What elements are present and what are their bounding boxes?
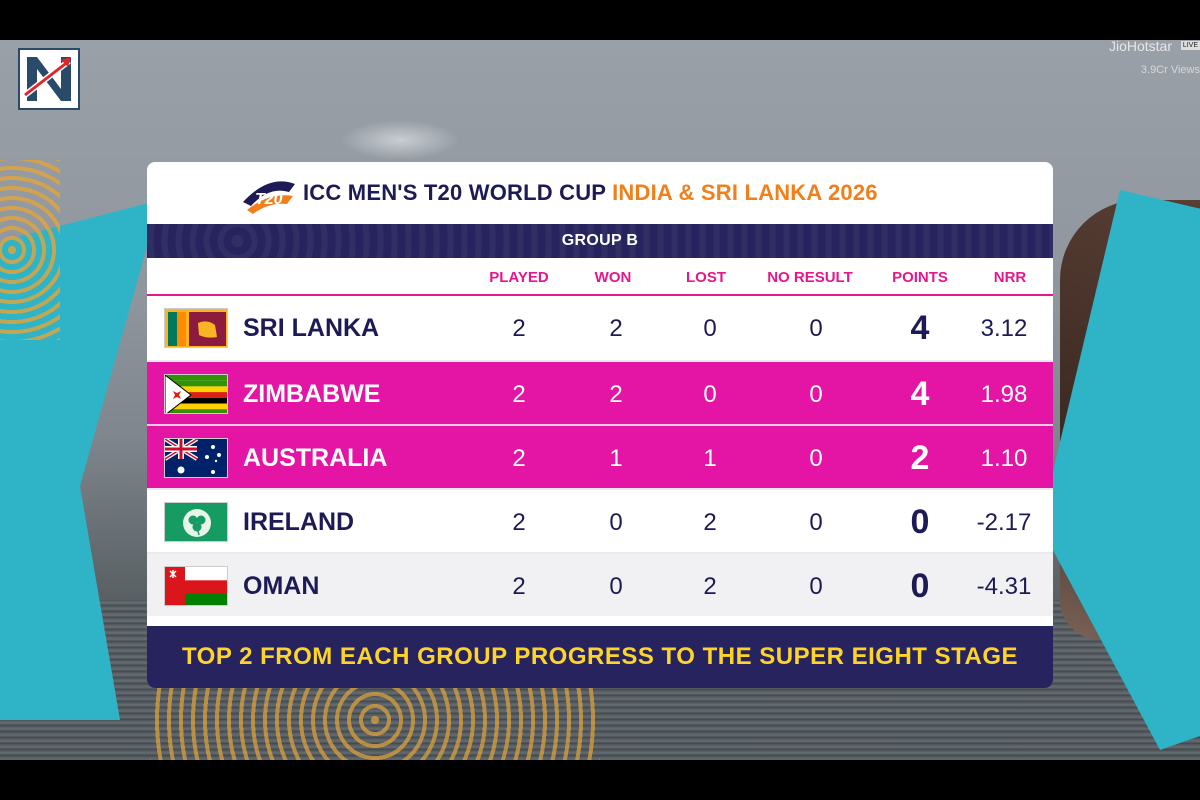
no-result-cell: 0 xyxy=(809,315,823,342)
nrr-cell: -2.17 xyxy=(976,509,1032,536)
ireland-flag-icon xyxy=(164,502,228,542)
team-name: SRI LANKA xyxy=(243,314,380,342)
lost-cell: 0 xyxy=(703,381,717,408)
no-result-cell: 0 xyxy=(809,381,823,408)
no-result-cell: 0 xyxy=(809,445,823,472)
t20-logo-icon: T20 xyxy=(243,181,295,214)
points-cell: 4 xyxy=(910,309,930,347)
australia-flag-icon xyxy=(164,438,228,478)
orange-swirl-bottom xyxy=(150,680,600,760)
title-accent: INDIA & SRI LANKA 2026 xyxy=(612,180,878,205)
played-cell: 2 xyxy=(512,445,526,472)
points-cell: 0 xyxy=(910,567,930,605)
table-row: SRI LANKA 2 2 0 0 4 3.12 xyxy=(147,296,1053,360)
letterbox-bottom xyxy=(0,760,1200,800)
table-row: OMAN 2 0 2 0 0 -4.31 xyxy=(147,552,1053,616)
sri-lanka-flag-icon xyxy=(164,308,228,348)
column-header-points: POINTS xyxy=(892,269,948,286)
oman-flag-icon xyxy=(164,566,228,606)
nrr-cell: 1.98 xyxy=(980,381,1028,408)
won-cell: 2 xyxy=(609,381,623,408)
view-count: 3.9Cr Views xyxy=(1140,64,1200,76)
group-label: GROUP B xyxy=(147,224,1053,258)
lost-cell: 2 xyxy=(703,509,717,536)
table-row: IRELAND 2 0 2 0 0 -2.17 xyxy=(147,488,1053,552)
lost-cell: 0 xyxy=(703,315,717,342)
letterbox-top xyxy=(0,0,1200,40)
qualification-note: TOP 2 FROM EACH GROUP PROGRESS TO THE SU… xyxy=(147,626,1053,688)
won-cell: 0 xyxy=(609,573,623,600)
channel-logo xyxy=(18,48,80,110)
channel-logo-icon xyxy=(23,57,71,101)
played-cell: 2 xyxy=(512,509,526,536)
table-row: AUSTRALIA 2 1 1 0 2 1.10 xyxy=(147,424,1053,488)
won-cell: 0 xyxy=(609,509,623,536)
nrr-cell: 1.10 xyxy=(980,445,1028,472)
points-table-card: T20 ICC MEN'S T20 WORLD CUP INDIA & SRI … xyxy=(147,162,1053,688)
played-cell: 2 xyxy=(512,315,526,342)
nrr-cell: 3.12 xyxy=(980,315,1028,342)
lost-cell: 1 xyxy=(703,445,717,472)
no-result-cell: 0 xyxy=(809,509,823,536)
column-header-nrr: NRR xyxy=(993,269,1027,286)
played-cell: 2 xyxy=(512,573,526,600)
live-badge: LIVE xyxy=(1180,41,1200,50)
card-header: T20 ICC MEN'S T20 WORLD CUP INDIA & SRI … xyxy=(147,162,1053,224)
team-name: IRELAND xyxy=(243,508,355,536)
won-cell: 1 xyxy=(609,445,623,472)
team-name: AUSTRALIA xyxy=(243,444,388,472)
tournament-title: ICC MEN'S T20 WORLD CUP INDIA & SRI LANK… xyxy=(303,180,878,206)
team-name: ZIMBABWE xyxy=(243,380,381,408)
column-header-played: PLAYED xyxy=(489,269,549,286)
lost-cell: 2 xyxy=(703,573,717,600)
column-header-lost: LOST xyxy=(686,269,726,286)
team-name: OMAN xyxy=(243,572,320,600)
orange-swirl-left xyxy=(0,160,60,340)
points-cell: 0 xyxy=(910,503,930,541)
points-cell: 4 xyxy=(910,375,930,413)
title-main: ICC MEN'S T20 WORLD CUP xyxy=(303,180,606,205)
t20-logo-text: T20 xyxy=(255,191,283,208)
table-row: ZIMBABWE 2 2 0 0 4 1.98 xyxy=(147,360,1053,424)
column-headers: PLAYED WON LOST NO RESULT POINTS NRR xyxy=(147,258,1053,296)
cloud xyxy=(340,120,460,160)
played-cell: 2 xyxy=(512,381,526,408)
no-result-cell: 0 xyxy=(809,573,823,600)
points-cell: 2 xyxy=(910,439,930,477)
won-cell: 2 xyxy=(609,315,623,342)
zimbabwe-flag-icon xyxy=(164,374,228,414)
column-header-no-result: NO RESULT xyxy=(767,269,853,286)
broadcaster-name: JioHotstar xyxy=(1108,38,1172,54)
nrr-cell: -4.31 xyxy=(976,573,1032,600)
column-header-won: WON xyxy=(594,269,632,286)
